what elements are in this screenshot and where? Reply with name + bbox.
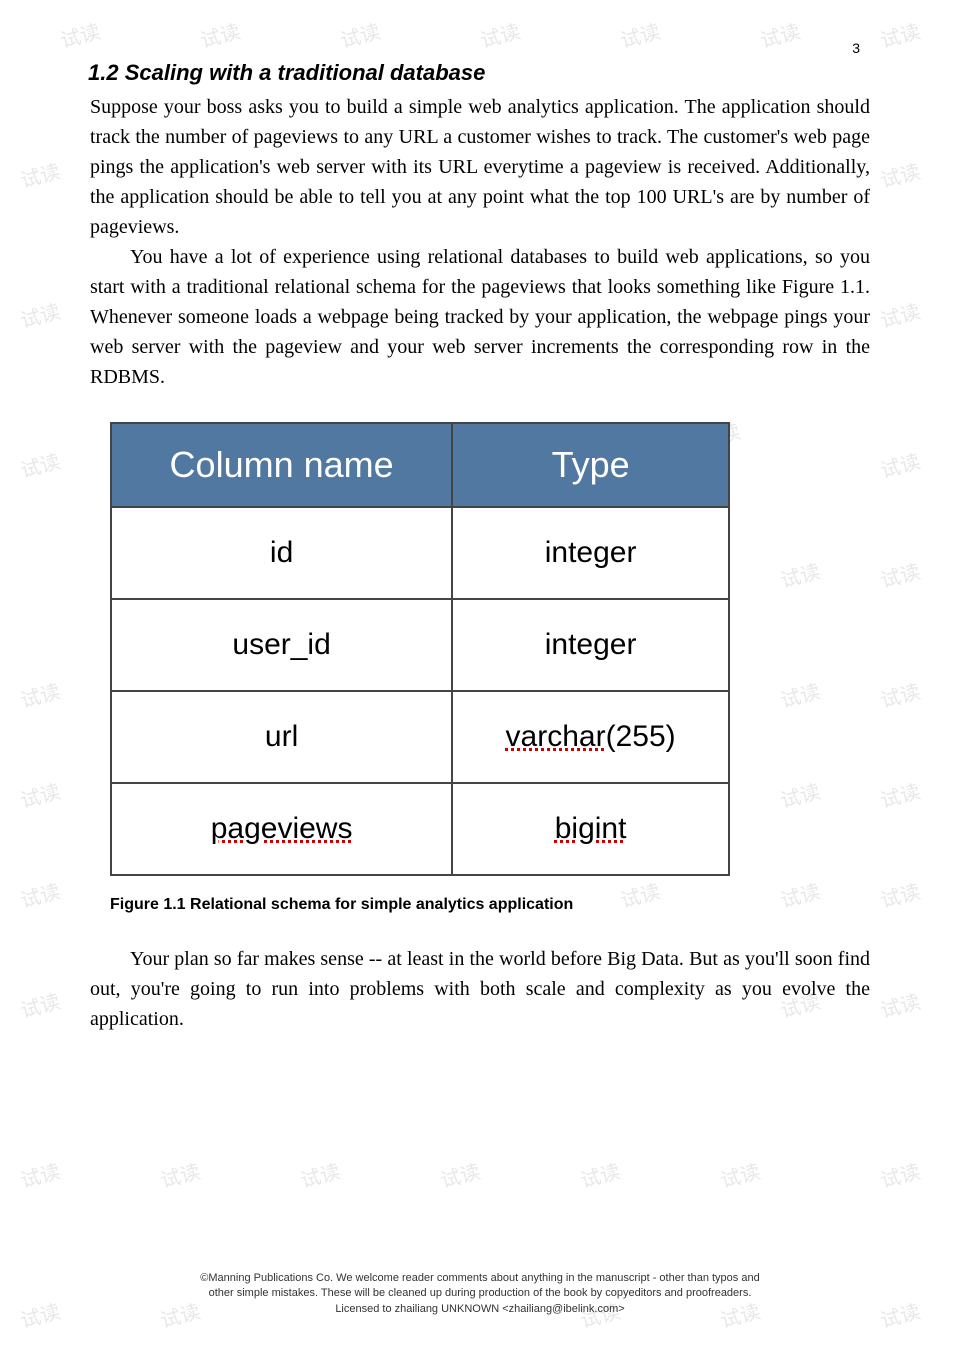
footer-line-2: other simple mistakes. These will be cle… [100,1286,860,1301]
watermark: 试读 [577,1155,623,1193]
body-paragraph-2: You have a lot of experience using relat… [90,242,870,392]
footer-line-3: Licensed to zhailiang UNKNOWN <zhailiang… [100,1302,860,1317]
table-header-column-name: Column name [111,423,452,507]
footer-line-1: ©Manning Publications Co. We welcome rea… [100,1271,860,1286]
table-cell-type: varchar(255) [452,691,729,783]
schema-table: Column name Type id integer user_id inte… [110,422,730,876]
body-paragraph-1: Suppose your boss asks you to build a si… [90,92,870,242]
table-row: id integer [111,507,729,599]
table-row: pageviews bigint [111,783,729,875]
watermark: 试读 [877,1155,923,1193]
watermark: 试读 [297,1155,343,1193]
watermark: 试读 [717,1155,763,1193]
section-heading: 1.2 Scaling with a traditional database [88,60,870,86]
figure-caption: Figure 1.1 Relational schema for simple … [110,896,870,914]
page-footer: ©Manning Publications Co. We welcome rea… [0,1271,960,1317]
table-row: user_id integer [111,599,729,691]
table-cell-name: user_id [111,599,452,691]
table-cell-type: bigint [452,783,729,875]
table-cell-type: integer [452,507,729,599]
watermark: 试读 [157,1155,203,1193]
table-row: url varchar(255) [111,691,729,783]
body-paragraph-3: Your plan so far makes sense -- at least… [90,944,870,1034]
watermark: 试读 [17,1155,63,1193]
section-title: Scaling with a traditional database [125,60,486,85]
table-header-type: Type [452,423,729,507]
table-cell-name: url [111,691,452,783]
table-cell-name: id [111,507,452,599]
section-number: 1.2 [88,60,119,85]
table-header-row: Column name Type [111,423,729,507]
table-cell-name: pageviews [111,783,452,875]
page-content: 1.2 Scaling with a traditional database … [0,0,960,1034]
table-cell-type: integer [452,599,729,691]
watermark: 试读 [437,1155,483,1193]
